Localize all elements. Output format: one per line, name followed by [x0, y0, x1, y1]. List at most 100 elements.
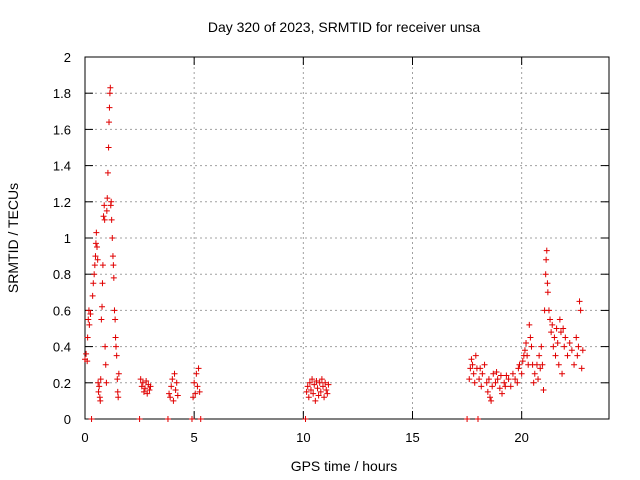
- data-point: [527, 334, 534, 341]
- x-tick-label: 20: [514, 430, 528, 445]
- data-point: [528, 343, 535, 350]
- data-point: [477, 365, 484, 372]
- data-point: [108, 198, 115, 205]
- data-point: [87, 311, 94, 318]
- data-point: [86, 321, 93, 328]
- data-point: [519, 358, 526, 365]
- data-point: [483, 379, 490, 386]
- data-point: [99, 262, 106, 269]
- data-point: [85, 307, 92, 314]
- y-tick-label: 0.8: [53, 267, 71, 282]
- data-point: [494, 376, 501, 383]
- data-point: [551, 334, 558, 341]
- data-point: [113, 352, 120, 359]
- data-point: [497, 372, 504, 379]
- data-point: [97, 397, 104, 404]
- data-point: [83, 350, 90, 357]
- data-point: [99, 303, 106, 310]
- y-tick-label: 0.4: [53, 340, 71, 355]
- data-point: [138, 383, 145, 390]
- data-point: [488, 397, 495, 404]
- data-point: [171, 370, 178, 377]
- data-point: [146, 387, 153, 394]
- data-point: [530, 379, 537, 386]
- data-point: [578, 365, 585, 372]
- y-tick-label: 0.6: [53, 303, 71, 318]
- data-point: [94, 244, 101, 251]
- data-point: [550, 343, 557, 350]
- data-point: [93, 229, 100, 236]
- data-point: [103, 379, 110, 386]
- data-point: [193, 370, 200, 377]
- data-point: [143, 377, 150, 384]
- data-point: [108, 216, 115, 223]
- data-point: [190, 394, 197, 401]
- axis-ticks: 00.20.40.60.811.21.41.61.820 5 10 15 20: [53, 50, 609, 445]
- data-point: [95, 388, 102, 395]
- data-point: [562, 334, 569, 341]
- data-point: [515, 365, 522, 372]
- data-point: [167, 394, 174, 401]
- data-point: [188, 416, 195, 422]
- data-point: [484, 388, 491, 395]
- y-tick-label: 1.2: [53, 195, 71, 210]
- data-point: [485, 376, 492, 383]
- data-point: [543, 247, 550, 254]
- x-tick-label: 5: [191, 430, 198, 445]
- data-point: [505, 376, 512, 383]
- data-point: [478, 383, 485, 390]
- data-point: [312, 397, 319, 404]
- data-point: [107, 84, 114, 91]
- data-point: [324, 390, 331, 397]
- data-point: [115, 370, 122, 377]
- data-point: [577, 307, 584, 314]
- data-point: [313, 377, 320, 384]
- data-point: [140, 388, 147, 395]
- data-point: [309, 376, 316, 383]
- data-point: [579, 347, 586, 354]
- data-point: [194, 383, 201, 390]
- data-point: [464, 416, 471, 422]
- data-point: [315, 392, 322, 399]
- data-point: [471, 379, 478, 386]
- data-point: [472, 352, 479, 359]
- x-axis-label: GPS time / hours: [291, 458, 398, 474]
- data-point: [95, 379, 102, 386]
- data-point: [92, 240, 99, 247]
- data-point: [518, 370, 525, 377]
- data-point: [105, 144, 112, 151]
- data-point: [564, 352, 571, 359]
- data-point: [305, 394, 312, 401]
- data-point: [317, 388, 324, 395]
- data-point: [195, 365, 202, 372]
- data-point: [325, 381, 332, 388]
- y-tick-label: 1.8: [53, 86, 71, 101]
- data-point: [559, 370, 566, 377]
- data-point: [533, 361, 540, 368]
- data-point: [568, 347, 575, 354]
- data-point: [307, 387, 314, 394]
- data-point: [503, 372, 510, 379]
- data-point: [84, 358, 91, 365]
- data-point: [545, 307, 552, 314]
- data-point: [490, 370, 497, 377]
- data-point: [469, 361, 476, 368]
- data-point: [560, 325, 567, 332]
- data-point: [544, 289, 551, 296]
- data-point: [137, 376, 144, 383]
- data-point: [306, 379, 313, 386]
- data-point: [113, 343, 120, 350]
- data-point: [323, 387, 330, 394]
- data-point: [537, 365, 544, 372]
- y-tick-label: 1.4: [53, 159, 71, 174]
- data-point: [192, 390, 199, 397]
- y-tick-label: 2: [64, 50, 71, 65]
- data-point: [501, 379, 508, 386]
- data-point: [102, 361, 109, 368]
- data-point: [574, 352, 581, 359]
- data-point: [319, 383, 326, 390]
- data-point: [88, 416, 95, 422]
- y-tick-label: 0.2: [53, 376, 71, 391]
- data-point: [321, 394, 328, 401]
- data-point: [548, 329, 555, 336]
